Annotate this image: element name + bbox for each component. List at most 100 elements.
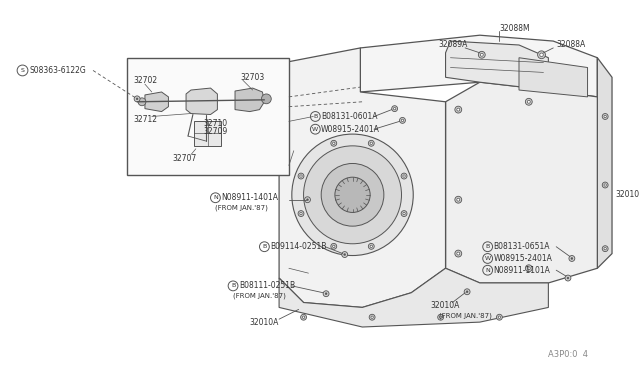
Circle shape	[455, 196, 461, 203]
Circle shape	[540, 53, 543, 57]
Circle shape	[525, 98, 532, 105]
Circle shape	[604, 184, 606, 186]
Text: 32702: 32702	[133, 76, 157, 85]
Circle shape	[344, 254, 346, 256]
Circle shape	[333, 142, 335, 144]
Circle shape	[371, 316, 373, 318]
Polygon shape	[445, 41, 548, 90]
Polygon shape	[235, 88, 264, 112]
Circle shape	[333, 245, 335, 247]
Polygon shape	[279, 48, 445, 307]
Circle shape	[392, 106, 397, 112]
Circle shape	[455, 106, 461, 113]
Polygon shape	[145, 92, 168, 112]
Circle shape	[403, 212, 405, 215]
Circle shape	[604, 247, 606, 250]
Text: B: B	[262, 244, 266, 249]
Circle shape	[478, 51, 485, 58]
Text: (FROM JAN.'87): (FROM JAN.'87)	[233, 292, 286, 299]
Polygon shape	[597, 58, 612, 268]
Polygon shape	[519, 58, 588, 97]
Circle shape	[305, 197, 310, 203]
Text: N08911-1401A: N08911-1401A	[221, 193, 278, 202]
Text: 32088A: 32088A	[556, 41, 586, 49]
Text: B09114-0251B: B09114-0251B	[270, 242, 326, 251]
Circle shape	[569, 256, 575, 262]
Circle shape	[438, 314, 444, 320]
Circle shape	[401, 173, 407, 179]
Circle shape	[303, 146, 401, 244]
Text: N: N	[485, 268, 490, 273]
Text: 32089A: 32089A	[438, 41, 468, 49]
Circle shape	[300, 175, 302, 177]
Circle shape	[480, 53, 483, 56]
Circle shape	[497, 314, 502, 320]
Circle shape	[370, 245, 372, 247]
Circle shape	[401, 211, 407, 217]
Text: 32710: 32710	[204, 119, 228, 128]
Circle shape	[370, 142, 372, 144]
Circle shape	[567, 277, 569, 279]
Circle shape	[331, 140, 337, 146]
Circle shape	[399, 118, 405, 124]
Circle shape	[527, 267, 531, 270]
Circle shape	[457, 198, 460, 201]
Circle shape	[298, 173, 304, 179]
Bar	[127, 58, 289, 175]
Circle shape	[262, 94, 271, 104]
Circle shape	[292, 134, 413, 256]
Circle shape	[335, 177, 370, 212]
Circle shape	[300, 212, 302, 215]
Text: S: S	[20, 68, 24, 73]
Circle shape	[321, 163, 384, 226]
Text: N08911-1101A: N08911-1101A	[493, 266, 550, 275]
Circle shape	[538, 51, 545, 59]
Circle shape	[301, 314, 307, 320]
Circle shape	[394, 108, 396, 110]
Circle shape	[403, 175, 405, 177]
Circle shape	[298, 211, 304, 217]
Text: 32088M: 32088M	[499, 24, 530, 33]
Text: B08131-0651A: B08131-0651A	[493, 242, 550, 251]
Text: 32712: 32712	[133, 115, 157, 124]
Circle shape	[464, 289, 470, 295]
Circle shape	[440, 316, 442, 318]
Polygon shape	[445, 82, 597, 283]
Circle shape	[602, 182, 608, 188]
Polygon shape	[279, 268, 548, 327]
Circle shape	[565, 275, 571, 281]
Text: B: B	[486, 244, 490, 249]
Text: A3P0:0  4: A3P0:0 4	[548, 350, 588, 359]
Bar	[194, 121, 221, 146]
Circle shape	[525, 265, 532, 272]
Text: 32709: 32709	[204, 126, 228, 136]
Text: 32010A: 32010A	[431, 301, 460, 310]
Circle shape	[498, 316, 500, 318]
Polygon shape	[186, 88, 218, 115]
Text: (FROM JAN.'87): (FROM JAN.'87)	[438, 312, 492, 318]
Circle shape	[325, 293, 327, 295]
Circle shape	[331, 243, 337, 249]
Text: W: W	[312, 127, 318, 132]
Circle shape	[602, 113, 608, 119]
Text: 32707: 32707	[172, 154, 196, 163]
Circle shape	[134, 96, 140, 102]
Circle shape	[136, 98, 138, 100]
Circle shape	[369, 140, 374, 146]
Circle shape	[323, 291, 329, 296]
Circle shape	[369, 243, 374, 249]
Circle shape	[302, 316, 305, 318]
Text: B: B	[313, 114, 317, 119]
Text: N: N	[213, 195, 218, 200]
Text: B08111-0251B: B08111-0251B	[239, 281, 295, 291]
Circle shape	[457, 108, 460, 111]
Text: B: B	[231, 283, 235, 288]
Circle shape	[307, 199, 308, 201]
Polygon shape	[360, 35, 597, 97]
Circle shape	[401, 119, 404, 122]
Circle shape	[342, 251, 348, 257]
Circle shape	[457, 252, 460, 255]
Circle shape	[138, 98, 146, 106]
Text: W08915-2401A: W08915-2401A	[321, 125, 380, 134]
Circle shape	[602, 246, 608, 251]
